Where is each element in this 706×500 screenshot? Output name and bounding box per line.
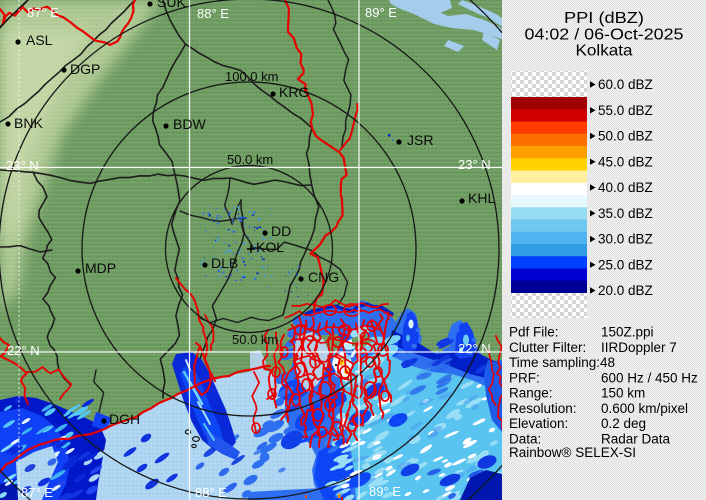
svg-text:04:02 / 06-Oct-2025: 04:02 / 06-Oct-2025 xyxy=(525,27,684,44)
svg-text:100.0 km: 100.0 km xyxy=(225,69,278,84)
svg-text:88° E: 88° E xyxy=(197,6,229,21)
svg-text:150 km: 150 km xyxy=(601,386,645,401)
svg-text:89° E: 89° E xyxy=(369,484,401,499)
svg-text:0.600 km/pixel: 0.600 km/pixel xyxy=(601,401,688,416)
svg-text:150Z.ppi: 150Z.ppi xyxy=(601,325,654,340)
svg-text:Clutter Filter:: Clutter Filter: xyxy=(509,340,586,355)
svg-text:DD: DD xyxy=(271,223,291,239)
svg-text:BNK: BNK xyxy=(14,115,43,131)
svg-text:50.0 km: 50.0 km xyxy=(232,332,278,347)
svg-text:PPI (dBZ): PPI (dBZ) xyxy=(564,10,644,27)
svg-text:KOL: KOL xyxy=(256,239,284,255)
svg-text:87° E: 87° E xyxy=(27,5,59,20)
svg-text:KRG: KRG xyxy=(279,84,309,100)
svg-text:DGH: DGH xyxy=(109,411,140,427)
svg-text:600 Hz / 450 Hz: 600 Hz / 450 Hz xyxy=(601,370,698,385)
svg-text:DGP: DGP xyxy=(70,61,100,77)
svg-text:55.0 dBZ: 55.0 dBZ xyxy=(598,103,653,118)
svg-text:Range:: Range: xyxy=(509,386,553,401)
svg-text:22° N: 22° N xyxy=(458,341,491,356)
svg-text:40.0 dBZ: 40.0 dBZ xyxy=(598,180,653,195)
svg-text:DLB: DLB xyxy=(211,255,238,271)
svg-text:Rainbow® SELEX-SI: Rainbow® SELEX-SI xyxy=(509,445,636,460)
svg-text:88° E: 88° E xyxy=(195,485,227,500)
svg-text:BDW: BDW xyxy=(173,116,206,132)
svg-text:22° N: 22° N xyxy=(7,343,40,358)
svg-text:20.0 dBZ: 20.0 dBZ xyxy=(598,283,653,298)
svg-text:JSR: JSR xyxy=(407,132,433,148)
svg-text:PRF:: PRF: xyxy=(509,370,540,385)
svg-text:25.0 dBZ: 25.0 dBZ xyxy=(598,257,653,272)
svg-text:45.0 dBZ: 45.0 dBZ xyxy=(598,154,653,169)
svg-text:SUK: SUK xyxy=(157,0,186,10)
svg-text:ASL: ASL xyxy=(26,32,53,48)
svg-text:23° N: 23° N xyxy=(458,157,491,172)
svg-text:60.0 dBZ: 60.0 dBZ xyxy=(598,77,653,92)
svg-text:87° E: 87° E xyxy=(21,485,53,500)
svg-text:CNG: CNG xyxy=(308,269,339,285)
svg-text:Elevation:: Elevation: xyxy=(509,416,568,431)
svg-text:23° N: 23° N xyxy=(6,158,39,173)
svg-text:35.0 dBZ: 35.0 dBZ xyxy=(598,206,653,221)
svg-text:Data:: Data: xyxy=(509,431,541,446)
svg-text:30.0 dBZ: 30.0 dBZ xyxy=(598,232,653,247)
svg-text:Radar Data: Radar Data xyxy=(601,431,671,446)
svg-text:50.0 km: 50.0 km xyxy=(227,152,273,167)
svg-text:Resolution:: Resolution: xyxy=(509,401,577,416)
svg-text:50.0 dBZ: 50.0 dBZ xyxy=(598,129,653,144)
svg-text:Time sampling:48: Time sampling:48 xyxy=(509,355,615,370)
svg-text:89° E: 89° E xyxy=(365,5,397,20)
svg-text:MDP: MDP xyxy=(85,260,116,276)
svg-text:KHL: KHL xyxy=(468,190,495,206)
svg-text:Kolkata: Kolkata xyxy=(576,43,633,60)
svg-text:IIRDoppler 7: IIRDoppler 7 xyxy=(601,340,677,355)
svg-text:Pdf File:: Pdf File: xyxy=(509,325,559,340)
svg-text:0.2 deg: 0.2 deg xyxy=(601,416,646,431)
